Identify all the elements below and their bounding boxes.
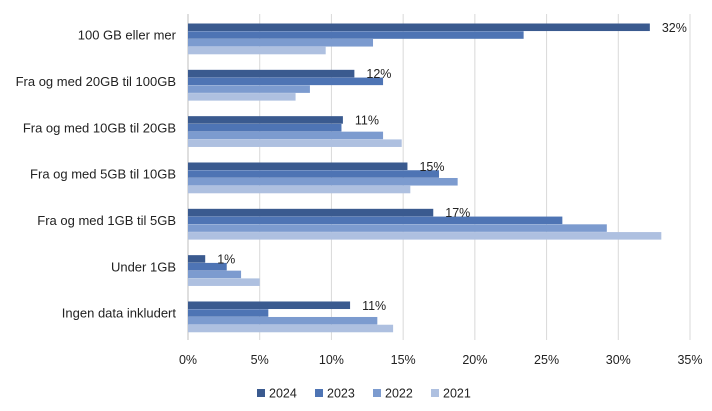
legend-label: 2021 (443, 387, 471, 401)
bar-2021 (188, 324, 394, 333)
bar-2023 (188, 262, 227, 271)
bar-2022 (188, 131, 384, 140)
data-label: 32% (662, 21, 687, 35)
bar-2021 (188, 139, 402, 147)
legend-swatch-2021 (431, 389, 439, 397)
x-tick-label: 0% (179, 353, 197, 367)
data-label: 1% (217, 253, 235, 267)
category-label: 100 GB eller mer (78, 28, 177, 43)
legend-swatch-2023 (315, 389, 323, 397)
data-label: 15% (419, 160, 444, 174)
x-tick-label: 25% (534, 353, 559, 367)
bar-2021 (188, 46, 326, 55)
category-label: Fra og med 1GB til 5GB (37, 213, 176, 228)
bar-2024 (188, 23, 650, 32)
x-tick-label: 10% (319, 353, 344, 367)
bar-2024 (188, 301, 351, 310)
x-tick-labels: 0% 5% 10% 15% 20% 25% 30% 35% (179, 353, 703, 367)
bar-2022 (188, 177, 458, 186)
x-tick-label: 20% (462, 353, 487, 367)
data-label: 12% (366, 67, 391, 81)
bar-2023 (188, 123, 342, 132)
category-label: Fra og med 20GB til 100GB (16, 74, 176, 89)
bar-2021 (188, 232, 662, 240)
legend-label: 2024 (269, 387, 297, 401)
bar-2024 (188, 208, 434, 217)
bar-2023 (188, 216, 563, 225)
legend-swatch-2024 (257, 389, 265, 397)
legend-label: 2023 (327, 387, 355, 401)
bar-2024 (188, 69, 355, 78)
bars (188, 23, 662, 333)
bar-2022 (188, 270, 242, 279)
bar-2024 (188, 162, 408, 171)
category-label: Fra og med 10GB til 20GB (23, 120, 176, 135)
bar-2022 (188, 316, 378, 325)
legend: 2024 2023 2022 2021 (257, 387, 471, 401)
bar-2021 (188, 93, 296, 101)
x-tick-label: 5% (251, 353, 269, 367)
x-tick-label: 30% (606, 353, 631, 367)
bar-2021 (188, 278, 260, 286)
bar-2022 (188, 39, 374, 47)
data-label: 11% (355, 114, 379, 128)
bar-2023 (188, 170, 440, 178)
bar-2022 (188, 85, 310, 93)
x-tick-label: 15% (391, 353, 416, 367)
data-label: 17% (445, 206, 470, 220)
data-labels: 32% 12% 11% 15% 17% 1% 11% (217, 21, 687, 313)
bar-2023 (188, 31, 524, 39)
data-label: 11% (362, 299, 386, 313)
legend-label: 2022 (385, 387, 413, 401)
category-label: Fra og med 5GB til 10GB (30, 167, 176, 182)
category-labels: 100 GB eller mer Fra og med 20GB til 100G… (16, 28, 177, 321)
category-label: Ingen data inkludert (62, 306, 177, 321)
bar-2023 (188, 309, 269, 317)
category-label: Under 1GB (111, 259, 176, 274)
bar-2024 (188, 116, 343, 124)
bar-2024 (188, 255, 206, 263)
x-tick-label: 35% (677, 353, 702, 367)
bar-2021 (188, 185, 411, 194)
bar-2023 (188, 77, 384, 86)
bar-2022 (188, 224, 607, 232)
legend-swatch-2022 (373, 389, 381, 397)
